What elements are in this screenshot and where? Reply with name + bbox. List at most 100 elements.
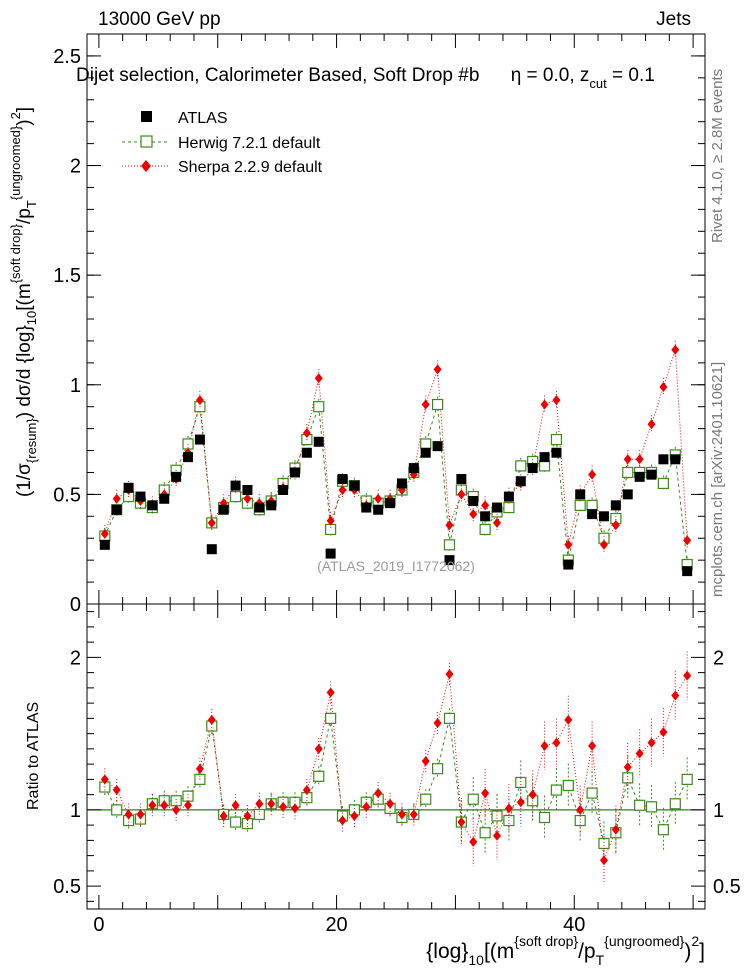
legend-herwig-marker — [140, 135, 153, 148]
atlas-point — [646, 469, 657, 480]
herwig-point — [586, 499, 598, 511]
sherpa-ratio-point — [172, 804, 181, 815]
herwig-ratio-point — [313, 770, 325, 782]
sherpa-ratio-point — [219, 810, 228, 821]
sherpa-ratio-point — [588, 740, 597, 751]
sherpa-ratio-point — [576, 804, 585, 815]
sherpa-ratio-point — [397, 809, 406, 820]
herwig-point — [313, 401, 325, 413]
herwig-point — [503, 501, 515, 514]
main-panel: 0 0.5 1 1.5 2 2.5 Dijet selection, Calorimete… — [8, 33, 706, 616]
herwig-point — [657, 477, 670, 490]
atlas-point — [587, 509, 598, 520]
sherpa-point — [374, 493, 383, 504]
sherpa-ratio-point — [100, 774, 109, 785]
herwig-ratio-point — [574, 814, 586, 827]
herwig-ratio-point — [538, 811, 551, 824]
sherpa-ratio-point — [611, 824, 620, 835]
atlas-point — [254, 502, 265, 513]
atlas-point — [420, 447, 431, 458]
sherpa-ratio-point — [195, 763, 204, 774]
atlas-point — [527, 463, 538, 474]
atlas-point — [468, 495, 479, 506]
sherpa-ratio-point — [160, 800, 169, 811]
sherpa-ratio-point — [445, 669, 454, 680]
header-left-label: 13000 GeV pp — [98, 9, 221, 30]
atlas-point — [622, 489, 633, 500]
atlas-point — [610, 500, 621, 511]
main-y-tick-label: 2 — [70, 156, 81, 178]
main-y-tick-label: 2.5 — [53, 46, 81, 68]
sherpa-ratio-point — [184, 800, 193, 811]
sherpa-ratio-line — [104, 673, 688, 861]
ratio-plot-frame — [86, 603, 706, 910]
sherpa-ratio-point — [255, 798, 264, 809]
sherpa-ratio-point — [374, 788, 383, 799]
sherpa-point — [207, 517, 216, 528]
main-y-ticks: 0 0.5 1 1.5 2 2.5 — [53, 33, 705, 616]
sherpa-ratio-point — [659, 727, 668, 738]
mcplots-side-label: mcplots.cern.ch [arXiv:2401.10621] — [709, 362, 726, 597]
sherpa-point — [338, 485, 347, 495]
sherpa-point — [599, 539, 608, 550]
chart-title: Dijet selection, Calorimeter Based, Soft… — [76, 65, 655, 91]
atlas-point — [349, 480, 360, 491]
atlas-point — [147, 500, 158, 511]
herwig-point — [431, 398, 444, 411]
atlas-point — [123, 482, 134, 493]
atlas-point — [480, 511, 491, 522]
herwig-point — [229, 490, 242, 503]
atlas-point — [230, 480, 241, 491]
atlas-point — [266, 500, 277, 511]
sherpa-point — [195, 395, 204, 406]
atlas-point — [218, 504, 229, 515]
x-axis-label: {log}10[(m{soft drop}/pT{ungroomed})2] — [426, 933, 705, 968]
herwig-point — [515, 460, 527, 472]
sherpa-ratio-point — [564, 714, 573, 725]
sherpa-ratio-point — [552, 737, 561, 748]
sherpa-point — [433, 364, 442, 375]
atlas-point — [503, 491, 514, 502]
herwig-ratio-point — [325, 712, 337, 724]
sherpa-ratio-point — [362, 801, 371, 812]
sherpa-ratio-point — [338, 815, 347, 826]
ratio-y-tick-label-right: 0.5 — [713, 876, 741, 898]
sherpa-ratio-point — [493, 830, 502, 841]
sherpa-ratio-point — [124, 809, 133, 820]
sherpa-point — [445, 520, 454, 531]
atlas-point — [183, 452, 194, 463]
atlas-point — [396, 478, 407, 489]
x-tick-label: 40 — [563, 914, 585, 936]
legend-atlas-label: ATLAS — [178, 110, 228, 127]
ratio-panel: 0.5 0.51 12 20 20 40 Ratio to ATLAS {log}10[(… — [25, 603, 741, 968]
atlas-point — [408, 463, 419, 474]
sherpa-ratio-point — [469, 836, 478, 847]
sherpa-ratio-point — [231, 800, 240, 811]
main-data-marks — [99, 340, 693, 577]
sherpa-ratio-point — [421, 756, 430, 767]
atlas-point — [171, 471, 182, 482]
sherpa-point — [112, 493, 121, 504]
sherpa-ratio-point — [671, 690, 680, 701]
atlas-point — [194, 434, 205, 445]
herwig-ratio-point — [170, 795, 182, 807]
atlas-point — [515, 476, 526, 487]
atlas-point — [99, 539, 110, 550]
sherpa-ratio-point — [635, 748, 644, 759]
atlas-point — [456, 474, 467, 485]
herwig-ratio-point — [586, 787, 598, 799]
herwig-ratio-point — [467, 793, 479, 805]
atlas-point — [385, 498, 396, 509]
atlas-point — [539, 452, 550, 463]
legend-atlas-marker — [141, 111, 152, 122]
sherpa-ratio-point — [148, 800, 157, 811]
sherpa-ratio-point — [290, 803, 299, 814]
sherpa-point — [552, 395, 561, 406]
legend-entry-atlas: ATLAS — [141, 110, 228, 127]
main-y-tick-label: 1 — [70, 375, 81, 397]
sherpa-ratio-point — [647, 737, 656, 748]
herwig-ratio-point — [443, 712, 456, 724]
sherpa-ratio-point — [243, 810, 252, 821]
herwig-point — [325, 523, 337, 536]
main-y-tick-label: 0.5 — [53, 484, 81, 506]
